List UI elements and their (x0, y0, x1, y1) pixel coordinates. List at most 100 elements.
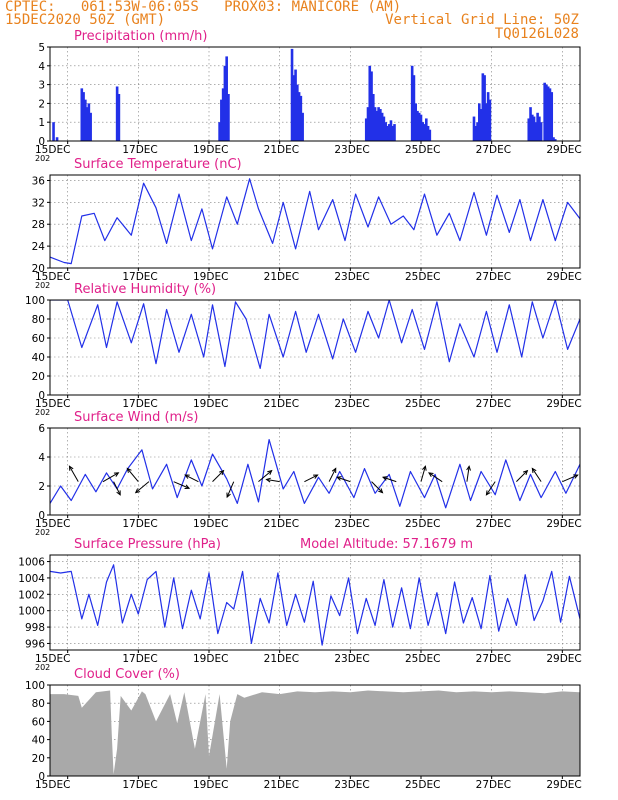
wind-arrow-head (485, 490, 491, 496)
x-tick-label: 29DEC (546, 271, 581, 283)
precip-bar (474, 125, 478, 141)
precip-bar (364, 118, 368, 141)
x-tick-label: 21DEC (264, 779, 299, 791)
y-tick-label: 2 (38, 481, 45, 493)
x-tick-label: 29DEC (546, 518, 581, 530)
wind-arrow-head (428, 472, 434, 477)
precip-bar (297, 92, 301, 141)
station-header: CPTEC: 061:53W-06:05S PROX03: MANICORE (… (5, 0, 402, 15)
precip-bar (296, 84, 299, 141)
x-tick-label: 19DEC (193, 271, 228, 283)
precip-bar (89, 112, 92, 141)
x-tick-label: 19DEC (193, 779, 228, 791)
precip-bar (384, 122, 387, 141)
x-tick-label: 21DEC (264, 398, 299, 410)
precip-bar (536, 112, 539, 141)
precip-bar (368, 65, 372, 141)
y-tick-label: 0 (38, 136, 45, 148)
wind-arrow-head (313, 474, 319, 479)
wind-arrow-head (381, 476, 388, 481)
x-tick-label: 17DEC (122, 653, 157, 665)
y-tick-label: 0 (38, 390, 45, 402)
cloud-cover-panel: 0 20 40 60 80 100 15DEC 17DEC 19DEC 21DEC 23DEC 25D… (25, 667, 582, 791)
wind-arrow (184, 474, 199, 483)
wind-arrow (531, 468, 542, 482)
wind-arrow (135, 481, 150, 494)
wind-arrow (336, 476, 351, 483)
precipitation-title: Precipitation (mm/h) (74, 29, 207, 44)
humidity-line (50, 300, 580, 369)
wind-panel: 0 2 4 6 15DEC 17DEC 19DEC 21DEC 23DEC 25DEC 27DEC 2… (35, 410, 582, 537)
wind-arrow (304, 474, 318, 483)
y-tick-label: 4 (38, 452, 45, 464)
y-tick-label: 40 (32, 352, 45, 364)
y-tick-label: 36 (32, 175, 46, 187)
y-tick-label: 60 (32, 716, 45, 728)
precip-bar (529, 107, 532, 141)
panel-frame (49, 174, 581, 269)
wind-arrow (69, 466, 79, 482)
y-tick-label: 80 (32, 314, 45, 326)
precip-bar (472, 116, 476, 141)
x-year-fragment: 202 (35, 154, 50, 163)
wind-arrow-head (184, 484, 191, 489)
x-year-fragment: 202 (35, 281, 50, 290)
wind-line (50, 439, 580, 509)
precip-bar (421, 122, 425, 141)
wind-arrow-head (378, 488, 384, 494)
wind-arrow-head (116, 490, 121, 496)
y-tick-label: 100 (25, 295, 45, 307)
precip-bar (534, 122, 538, 141)
wind-arrow-head (113, 472, 120, 477)
precip-bar (531, 114, 534, 141)
wind-arrow (113, 481, 121, 496)
wind-arrow (328, 468, 337, 482)
x-tick-label: 25DEC (405, 779, 440, 791)
wind-arrow-head (226, 492, 231, 499)
precip-bar (412, 75, 416, 141)
x-year-fragment: 202 (35, 528, 50, 537)
x-tick-label: 27DEC (476, 398, 511, 410)
precip-bar (548, 88, 552, 141)
precip-bar (387, 124, 391, 141)
precip-bar (423, 124, 426, 141)
y-tick-label: 1002 (18, 589, 45, 601)
x-tick-label: 27DEC (476, 144, 511, 156)
precip-bar (55, 137, 59, 141)
precip-bar (527, 118, 531, 141)
precip-bar (366, 107, 370, 141)
temperature-title: Surface Temperature (nC) (74, 157, 242, 172)
wind-arrow (516, 470, 528, 483)
x-tick-label: 23DEC (334, 144, 369, 156)
precip-bar (546, 86, 550, 141)
wind-arrow (428, 472, 443, 483)
wind-title: Surface Wind (m/s) (74, 410, 198, 425)
x-tick-label: 17DEC (122, 518, 157, 530)
y-tick-label: 28 (32, 219, 45, 231)
precip-bar (488, 99, 492, 141)
wind-arrow-head (68, 465, 74, 471)
y-tick-label: 0 (38, 510, 45, 522)
wind-arrow (212, 470, 224, 483)
precip-bar (290, 48, 294, 141)
wind-arrow-head (265, 477, 271, 483)
precip-bar (292, 75, 296, 141)
precip-bar (550, 92, 554, 141)
precip-bar (225, 56, 228, 141)
precip-bar (391, 125, 395, 141)
precip-bar (294, 69, 297, 141)
precip-bar (372, 94, 375, 141)
y-tick-label: 100 (25, 680, 45, 692)
x-tick-label: 27DEC (476, 653, 511, 665)
x-tick-label: 21DEC (264, 518, 299, 530)
y-tick-label: 0 (38, 771, 45, 783)
precip-bar (299, 95, 303, 141)
precip-bar (87, 103, 91, 141)
x-tick-label: 19DEC (193, 518, 228, 530)
y-tick-label: 5 (38, 42, 45, 54)
y-tick-label: 40 (32, 735, 45, 747)
wind-arrow-head (219, 469, 225, 476)
precip-bar (476, 122, 479, 141)
humidity-panel: 0 20 40 60 80 100 15DEC 17DEC 19DEC 21DEC 23DEC 25D… (25, 282, 582, 417)
pressure-line (50, 564, 580, 646)
